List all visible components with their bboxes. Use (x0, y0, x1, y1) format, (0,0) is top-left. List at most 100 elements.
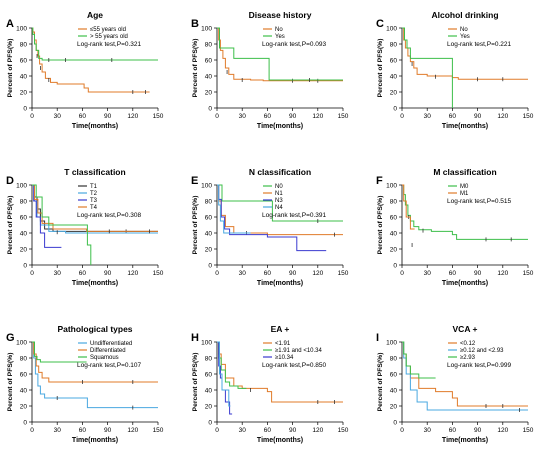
x-axis-label: Time(months) (442, 123, 488, 130)
x-tick-label: 0 (30, 113, 34, 120)
x-tick-label: 90 (474, 113, 482, 120)
x-tick-label: 150 (523, 427, 534, 434)
x-tick-label: 30 (54, 270, 62, 277)
y-tick-label: 20 (20, 90, 28, 97)
x-tick-label: 60 (449, 270, 457, 277)
x-tick-label: 30 (54, 113, 62, 120)
km-panel-c: C Alcohol drinking 0 20 40 60 80 100 0 30 60 90 120 1… (376, 10, 534, 130)
survival-curve (32, 341, 158, 383)
legend-label: ≥1.91 and <10.34 (275, 348, 322, 354)
logrank-annotation: Log-rank test,P=0.107 (77, 362, 142, 369)
km-panel-i: I VCA + 0 20 40 60 80 100 0 30 60 90 120 150 Time(mont… (376, 324, 534, 444)
legend-label: M1 (460, 191, 469, 197)
x-tick-label: 0 (215, 427, 219, 434)
panel-title: Alcohol drinking (431, 10, 498, 20)
logrank-annotation: Log-rank test,P=0.221 (447, 41, 512, 48)
y-tick-label: 40 (20, 74, 28, 81)
x-tick-label: 120 (312, 113, 323, 120)
x-tick-label: 90 (289, 427, 297, 434)
y-tick-label: 100 (16, 183, 27, 190)
y-tick-label: 20 (205, 90, 213, 97)
legend-label: No (460, 27, 468, 33)
x-tick-label: 90 (289, 270, 297, 277)
legend-label: Yes (460, 34, 470, 40)
y-tick-label: 60 (205, 372, 213, 379)
x-tick-label: 0 (30, 427, 34, 434)
y-tick-label: 80 (205, 199, 213, 206)
x-tick-label: 150 (338, 270, 349, 277)
panel-title: Disease history (249, 10, 312, 20)
survival-curve (32, 341, 87, 363)
x-tick-label: 30 (239, 113, 247, 120)
km-panel-a: A Age 0 20 40 60 80 100 0 30 60 90 120 150 Time(months… (6, 10, 164, 130)
legend-label: T1 (90, 184, 98, 190)
y-axis-label: Percent of PFS(%) (7, 196, 14, 255)
y-tick-label: 40 (205, 74, 213, 81)
y-tick-label: 0 (393, 106, 397, 113)
x-tick-label: 90 (104, 270, 112, 277)
x-tick-label: 150 (153, 427, 164, 434)
legend-label: T4 (90, 205, 98, 211)
y-tick-label: 40 (390, 74, 398, 81)
y-tick-label: 40 (20, 231, 28, 238)
km-panel-d: D T classification 0 20 40 60 80 100 0 30 60 90 120 1… (6, 167, 164, 287)
panel-title: T classification (64, 167, 125, 177)
x-tick-label: 30 (424, 270, 432, 277)
x-tick-label: 60 (449, 113, 457, 120)
legend-label: M0 (460, 184, 469, 190)
y-axis-label: Percent of PFS(%) (7, 39, 14, 98)
y-tick-label: 60 (20, 58, 28, 65)
survival-curve (217, 184, 343, 222)
y-tick-label: 80 (390, 42, 398, 49)
y-tick-label: 100 (201, 26, 212, 33)
panel-title: EA + (271, 324, 290, 334)
x-tick-label: 120 (127, 113, 138, 120)
legend-label: Undifferentiated (90, 341, 132, 347)
x-tick-label: 0 (400, 270, 404, 277)
x-axis-label: Time(months) (257, 280, 303, 287)
y-tick-label: 100 (16, 340, 27, 347)
y-tick-label: 0 (23, 106, 27, 113)
x-tick-label: 30 (424, 113, 432, 120)
y-axis-label: Percent of PFS(%) (377, 353, 384, 412)
legend-label: <0.12 (460, 341, 476, 347)
legend-label: N1 (275, 191, 283, 197)
survival-curve (217, 184, 327, 252)
y-tick-label: 60 (20, 372, 28, 379)
survival-curve (402, 341, 528, 411)
x-axis-label: Time(months) (72, 280, 118, 287)
legend-label: Yes (275, 34, 285, 40)
y-tick-label: 20 (390, 90, 398, 97)
x-tick-label: 150 (338, 427, 349, 434)
legend-label: No (275, 27, 283, 33)
x-tick-label: 120 (127, 270, 138, 277)
y-tick-label: 60 (390, 215, 398, 222)
y-tick-label: 100 (386, 26, 397, 33)
y-axis-label: Percent of PFS(%) (377, 196, 384, 255)
legend-label: T2 (90, 191, 98, 197)
legend-label: ≥10.34 (275, 355, 294, 361)
y-tick-label: 20 (390, 247, 398, 254)
y-axis-label: Percent of PFS(%) (192, 353, 199, 412)
x-tick-label: 30 (239, 270, 247, 277)
x-tick-label: 120 (127, 427, 138, 434)
x-tick-label: 150 (153, 270, 164, 277)
y-tick-label: 0 (208, 106, 212, 113)
survival-curve (32, 184, 62, 248)
survival-curve (32, 27, 158, 61)
panel-letter: G (6, 332, 15, 344)
y-tick-label: 80 (390, 199, 398, 206)
legend-label: ≥0.12 and <2.93 (460, 348, 504, 354)
y-axis-label: Percent of PFS(%) (192, 196, 199, 255)
y-tick-label: 20 (20, 247, 28, 254)
x-tick-label: 150 (338, 113, 349, 120)
y-tick-label: 80 (205, 42, 213, 49)
x-tick-label: 0 (400, 427, 404, 434)
x-tick-label: 120 (497, 113, 508, 120)
x-axis-label: Time(months) (72, 437, 118, 444)
x-tick-label: 90 (104, 113, 112, 120)
x-tick-label: 30 (54, 427, 62, 434)
survival-curve (402, 184, 415, 230)
legend-label: Squamous (90, 355, 119, 361)
